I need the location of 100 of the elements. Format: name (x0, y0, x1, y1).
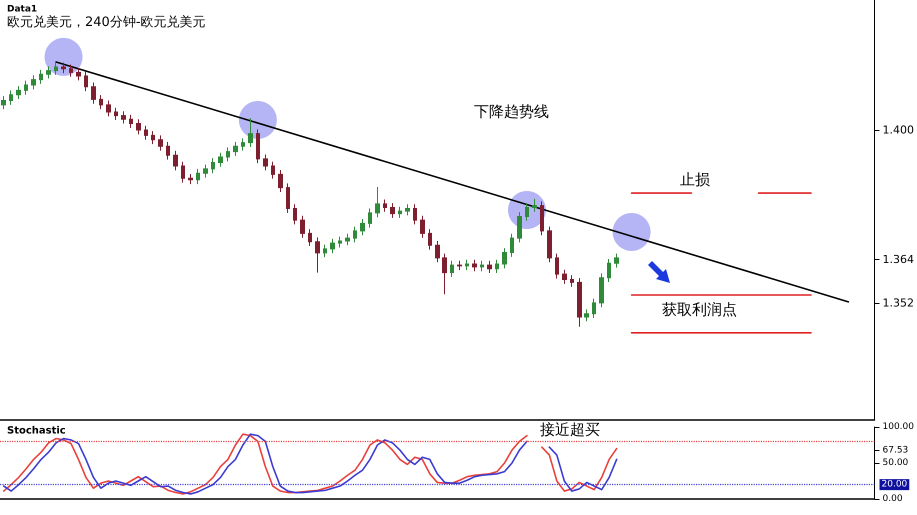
candlestick (599, 272, 604, 308)
candlestick (256, 128, 260, 164)
candlestick (525, 202, 529, 222)
candlestick (69, 64, 73, 78)
chart-title: Stochastic (7, 426, 66, 436)
candlestick (196, 168, 200, 185)
candlestick (286, 182, 290, 214)
candlestick (76, 68, 81, 81)
candlestick (315, 236, 320, 274)
candlestick (188, 173, 193, 185)
candlestick (360, 218, 365, 236)
candlestick (84, 71, 88, 92)
y-tick-label: 1.400 (882, 124, 914, 137)
candlestick (91, 82, 96, 104)
candlestick (607, 258, 611, 283)
candlestick (345, 233, 350, 246)
candlestick (136, 118, 141, 135)
candlestick (584, 308, 589, 322)
y-tick-label: 67.53 (882, 445, 908, 456)
candlestick (614, 253, 619, 268)
candlestick (428, 228, 432, 250)
candlestick (390, 202, 395, 218)
candlestick (158, 134, 163, 152)
candlestick (248, 118, 253, 148)
candlestick (472, 259, 477, 272)
candlestick (375, 186, 380, 218)
y-tick-label: 1.352 (882, 296, 914, 310)
text: 欧元兑美元，240分钟-欧元兑美元 (7, 14, 206, 30)
candlestick (547, 226, 552, 263)
candlestick (338, 236, 342, 248)
candlestick (31, 74, 36, 90)
candlestick (510, 233, 514, 258)
candlestick (308, 228, 312, 247)
point (612, 212, 651, 251)
candlestick (46, 66, 51, 80)
y-tick-label: 50.00 (882, 458, 909, 468)
candlestick (211, 158, 215, 174)
candlestick (39, 69, 43, 84)
candlestick (54, 60, 58, 76)
candlestick (203, 164, 208, 178)
annotation: 接近超买 (540, 420, 600, 438)
candlestick (129, 114, 133, 128)
candlestick (330, 238, 335, 254)
candlestick (368, 208, 372, 228)
annotation: 下降趋势线 (474, 102, 549, 120)
candlestick (166, 141, 170, 160)
candlestick (398, 206, 402, 218)
candlestick (293, 204, 297, 225)
candlestick (114, 107, 118, 120)
candlestick (233, 141, 238, 156)
ref-line-label: 20.00 (882, 480, 908, 490)
candlestick (263, 154, 268, 171)
candlestick (1, 96, 6, 110)
candlestick (144, 125, 148, 140)
candlestick (271, 161, 275, 180)
candlestick (61, 62, 66, 74)
candlestick (24, 80, 28, 96)
candlestick (241, 138, 245, 152)
candlestick (218, 152, 223, 168)
candlestick (450, 260, 454, 278)
candlestick (151, 130, 155, 145)
candlestick (487, 260, 492, 274)
candlestick (323, 244, 327, 258)
candlestick (435, 240, 440, 263)
candlestick (278, 170, 283, 192)
text: Data1 (7, 4, 38, 14)
candlestick (465, 259, 469, 271)
candlestick (413, 204, 417, 225)
candlestick (495, 259, 499, 274)
candlestick (502, 248, 507, 269)
candlestick (106, 100, 111, 117)
candlestick (9, 90, 13, 106)
candlestick (480, 260, 484, 272)
candlestick (99, 94, 103, 110)
y-tick-label: 100.00 (882, 422, 914, 432)
candlestick (16, 86, 21, 100)
candlestick (405, 204, 410, 216)
candlestick (442, 253, 447, 295)
candlestick (420, 215, 425, 238)
candlestick (577, 278, 582, 328)
annotation: 止损 (680, 170, 710, 188)
candlestick (570, 274, 574, 288)
candlestick (121, 110, 126, 124)
candlestick (353, 226, 357, 243)
candlestick (457, 260, 462, 271)
candlestick (540, 200, 544, 236)
y-tick-label: 0.00 (882, 494, 903, 504)
candlestick (300, 215, 305, 238)
candlestick (555, 253, 559, 279)
candlestick (592, 298, 596, 319)
candlestick (383, 199, 387, 212)
annotation: 获取利润点 (662, 300, 737, 318)
candlestick (226, 146, 230, 162)
candlestick (532, 198, 537, 212)
candlestick (562, 269, 567, 284)
y-tick-label: 1.364 (882, 253, 914, 266)
point (44, 38, 83, 76)
candlestick (173, 150, 178, 171)
candlestick (517, 212, 522, 243)
candlestick (181, 161, 185, 184)
